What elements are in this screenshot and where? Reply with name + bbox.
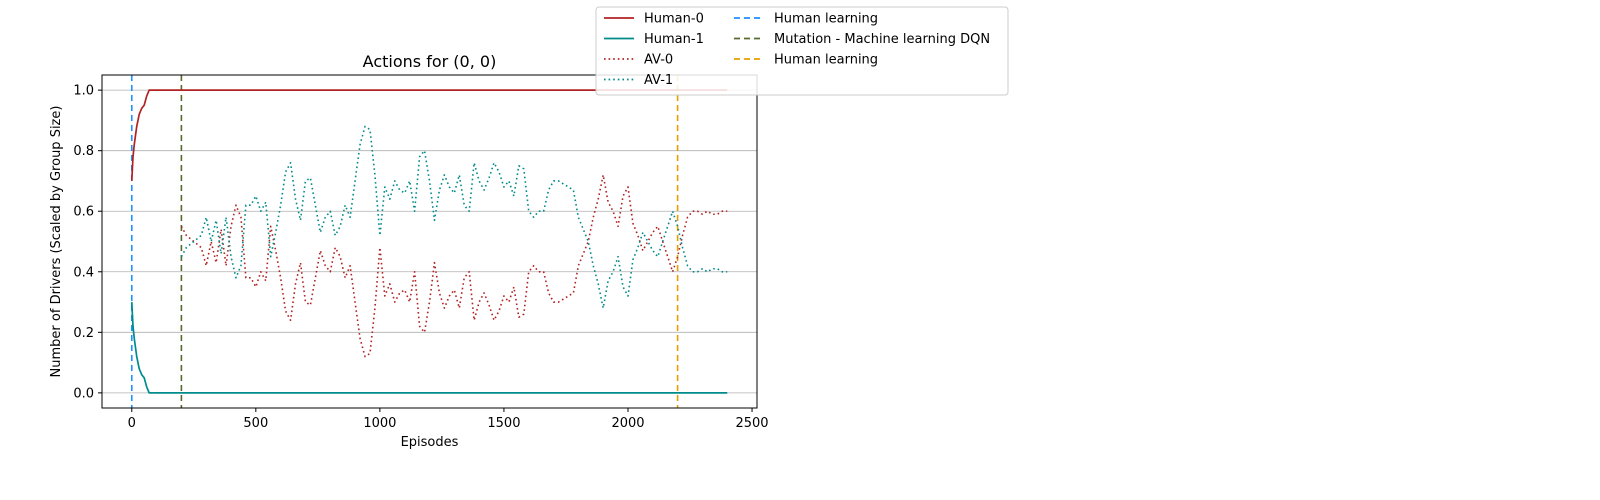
x-tick-label: 2500 — [735, 416, 768, 431]
chart-title: Actions for (0, 0) — [363, 52, 497, 71]
series-line-human-0 — [130, 89, 728, 181]
legend: Human-0 Human-1 AV-0 AV-1 Human learning Muta… — [595, 6, 1009, 96]
series-line-av-1 — [180, 125, 728, 309]
y-tick-label: 0.2 — [73, 326, 94, 341]
legend-label: Human learning — [774, 53, 878, 68]
legend-box — [595, 6, 1009, 96]
x-tick-label: 0 — [128, 416, 136, 431]
y-axis-ticks: 0.0 0.2 0.4 0.6 0.8 1.0 — [73, 84, 102, 401]
plot-frame — [101, 74, 758, 409]
y-axis-label: Number of Drivers (Scaled by Group Size) — [49, 106, 64, 378]
y-tick-label: 0.0 — [73, 386, 94, 401]
legend-label: Human-0 — [644, 12, 704, 27]
x-tick-label: 500 — [243, 416, 268, 431]
x-tick-label: 1000 — [363, 416, 396, 431]
y-tick-label: 1.0 — [73, 84, 94, 99]
series-group — [130, 89, 728, 394]
legend-label: Human-1 — [644, 32, 704, 47]
legend-label: AV-0 — [644, 53, 673, 68]
series-line-av-0 — [180, 174, 728, 358]
vertical-markers — [130, 75, 679, 408]
grid-lines — [102, 89, 757, 394]
legend-label: Mutation - Machine learning DQN — [774, 32, 990, 47]
legend-label: AV-1 — [644, 73, 673, 88]
x-axis-label: Episodes — [401, 435, 459, 450]
x-tick-label: 2000 — [611, 416, 644, 431]
y-tick-label: 0.6 — [73, 205, 94, 220]
x-axis-ticks: 0 500 1000 1500 2000 2500 — [128, 408, 769, 431]
y-tick-label: 0.4 — [73, 265, 94, 280]
x-tick-label: 1500 — [487, 416, 520, 431]
y-tick-label: 0.8 — [73, 144, 94, 159]
series-line-human-1 — [130, 302, 728, 394]
legend-label: Human learning — [774, 12, 878, 27]
